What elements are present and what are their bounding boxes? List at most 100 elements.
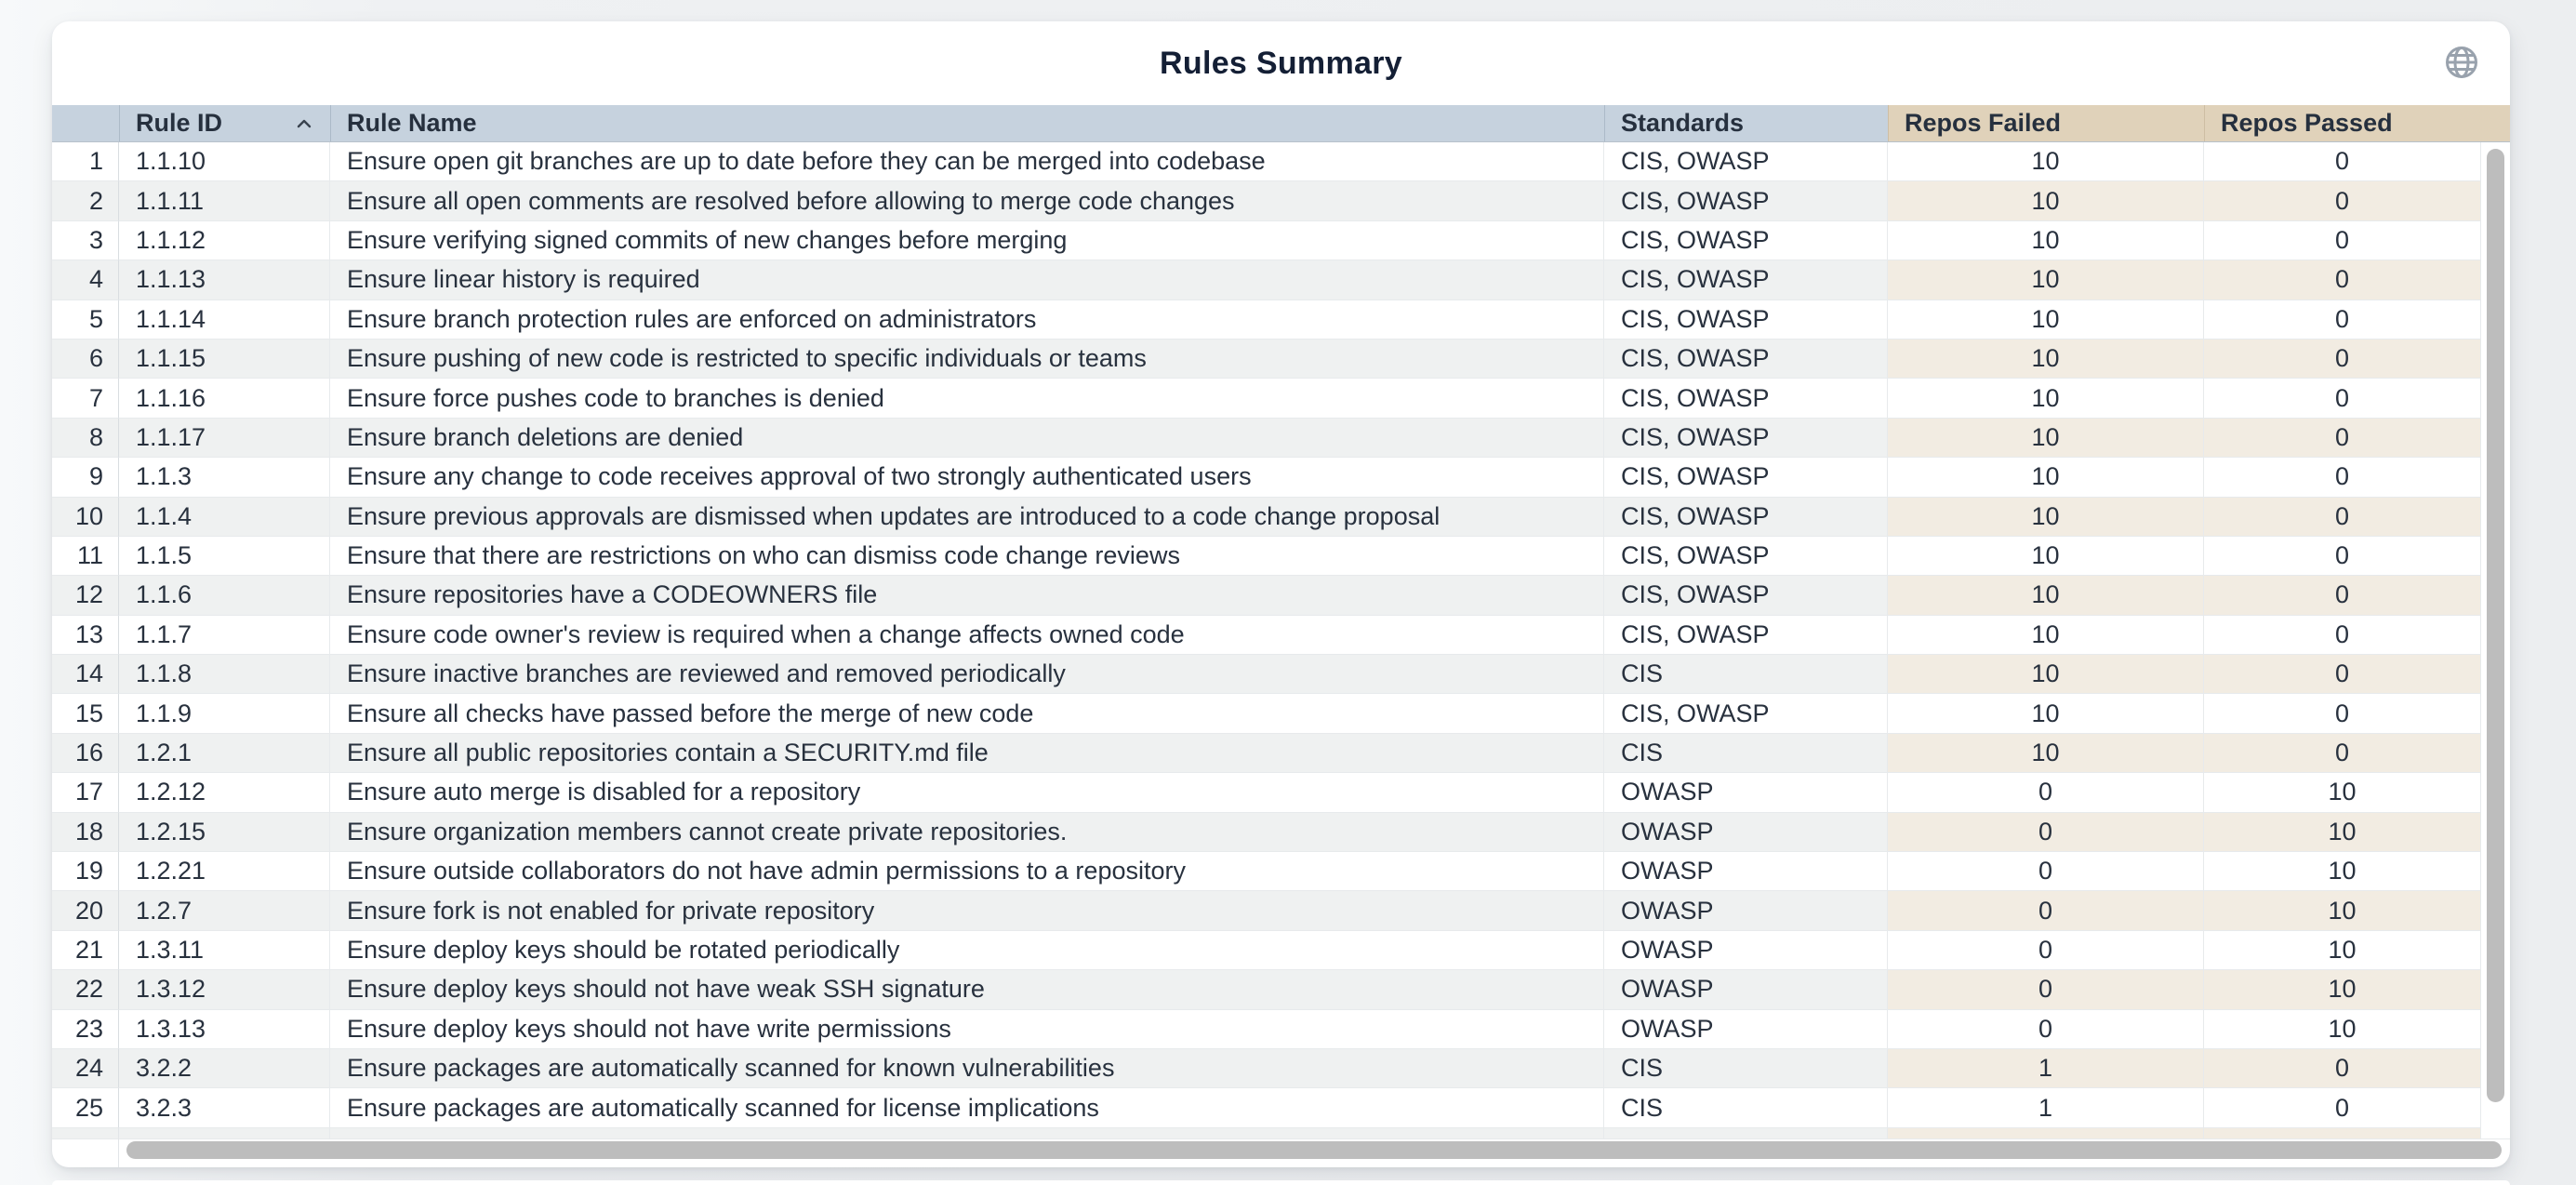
repos-failed-cell: 0 — [1888, 852, 2204, 892]
column-header-standards[interactable]: Standards — [1604, 105, 1888, 141]
rule-id-cell: 1.1.4 — [119, 497, 330, 537]
table-row[interactable]: 12 1.1.6 Ensure repositories have a CODEOW… — [52, 576, 2510, 616]
row-number-column-divider — [118, 1127, 119, 1167]
rules-summary-card: Rules Summary Rule ID — [52, 21, 2510, 1167]
table-row[interactable]: 20 1.2.7 Ensure fork is not enabled for pr… — [52, 891, 2510, 931]
partial-cell — [2204, 1127, 2481, 1139]
repos-passed-cell: 0 — [2204, 655, 2481, 695]
repos-passed-cell: 0 — [2204, 536, 2481, 577]
table-row[interactable]: 7 1.1.16 Ensure force pushes code to branc… — [52, 379, 2510, 419]
table-row[interactable]: 6 1.1.15 Ensure pushing of new code is res… — [52, 339, 2510, 379]
row-number-cell: 21 — [52, 930, 119, 971]
table-row[interactable]: 2 1.1.11 Ensure all open comments are reso… — [52, 181, 2510, 221]
table-row[interactable]: 5 1.1.14 Ensure branch protection rules ar… — [52, 300, 2510, 340]
column-header-label: Standards — [1621, 109, 1745, 137]
standards-cell: OWASP — [1604, 852, 1888, 892]
repos-passed-cell: 10 — [2204, 891, 2481, 931]
table-row[interactable]: 3 1.1.12 Ensure verifying signed commits o… — [52, 220, 2510, 261]
table-row[interactable]: 16 1.2.1 Ensure all public repositories co… — [52, 733, 2510, 774]
column-divider — [1604, 105, 1605, 141]
table-row[interactable]: 23 1.3.13 Ensure deploy keys should not ha… — [52, 1009, 2510, 1049]
standards-cell: CIS — [1604, 655, 1888, 695]
partial-cell — [1888, 1127, 2204, 1139]
rule-name-cell: Ensure open git branches are up to date … — [330, 142, 1604, 182]
rule-id-cell: 1.2.15 — [119, 812, 330, 853]
standards-cell: OWASP — [1604, 891, 1888, 931]
table-row[interactable]: 21 1.3.11 Ensure deploy keys should be rot… — [52, 930, 2510, 971]
repos-failed-cell: 10 — [1888, 733, 2204, 774]
rule-name-cell: Ensure that there are restrictions on wh… — [330, 536, 1604, 577]
row-number-cell: 24 — [52, 1048, 119, 1089]
row-number-cell: 16 — [52, 733, 119, 774]
standards-cell: CIS, OWASP — [1604, 339, 1888, 379]
repos-failed-cell: 0 — [1888, 1009, 2204, 1049]
rule-name-cell: Ensure branch deletions are denied — [330, 418, 1604, 459]
table-row[interactable]: 8 1.1.17 Ensure branch deletions are denie… — [52, 418, 2510, 459]
row-number-cell: 20 — [52, 891, 119, 931]
column-header-row-number — [52, 105, 119, 141]
column-header-rule-id[interactable]: Rule ID — [119, 105, 330, 141]
table-row[interactable]: 17 1.2.12 Ensure auto merge is disabled fo… — [52, 773, 2510, 813]
table-row[interactable]: 19 1.2.21 Ensure outside collaborators do … — [52, 852, 2510, 892]
globe-icon — [2444, 45, 2479, 80]
column-header-repos-passed[interactable]: Repos Passed — [2204, 105, 2510, 141]
column-header-repos-failed[interactable]: Repos Failed — [1888, 105, 2204, 141]
globe-button[interactable] — [2439, 40, 2484, 85]
standards-cell: OWASP — [1604, 812, 1888, 853]
repos-passed-cell: 10 — [2204, 773, 2481, 813]
table-row[interactable]: 10 1.1.4 Ensure previous approvals are dis… — [52, 497, 2510, 537]
rule-name-cell: Ensure verifying signed commits of new c… — [330, 220, 1604, 261]
row-number-cell: 7 — [52, 379, 119, 419]
table-row[interactable]: 4 1.1.13 Ensure linear history is required… — [52, 260, 2510, 300]
repos-failed-cell: 0 — [1888, 970, 2204, 1010]
repos-failed-cell: 10 — [1888, 260, 2204, 300]
standards-cell: CIS, OWASP — [1604, 694, 1888, 734]
column-divider — [1888, 105, 1889, 141]
repos-passed-cell: 10 — [2204, 930, 2481, 971]
rule-id-cell: 1.1.12 — [119, 220, 330, 261]
table-row[interactable]: 15 1.1.9 Ensure all checks have passed bef… — [52, 694, 2510, 734]
sort-ascending-icon — [297, 119, 312, 128]
repos-passed-cell: 0 — [2204, 497, 2481, 537]
rule-name-cell: Ensure all open comments are resolved be… — [330, 181, 1604, 221]
horizontal-scrollbar[interactable] — [126, 1141, 2502, 1159]
vertical-scrollbar[interactable] — [2487, 149, 2504, 1102]
table-row[interactable]: 14 1.1.8 Ensure inactive branches are revi… — [52, 655, 2510, 695]
repos-passed-cell: 0 — [2204, 418, 2481, 459]
table-row[interactable]: 11 1.1.5 Ensure that there are restriction… — [52, 536, 2510, 577]
repos-passed-cell: 0 — [2204, 260, 2481, 300]
table-row[interactable]: 25 3.2.3 Ensure packages are automatically… — [52, 1088, 2510, 1128]
repos-failed-cell: 10 — [1888, 655, 2204, 695]
repos-failed-cell: 10 — [1888, 418, 2204, 459]
column-divider — [119, 105, 120, 141]
standards-cell: CIS, OWASP — [1604, 497, 1888, 537]
row-number-cell: 14 — [52, 655, 119, 695]
repos-passed-cell: 0 — [2204, 1088, 2481, 1128]
repos-passed-cell: 0 — [2204, 458, 2481, 498]
rule-id-cell: 1.1.14 — [119, 300, 330, 340]
table-row[interactable]: 1 1.1.10 Ensure open git branches are up t… — [52, 142, 2510, 182]
rule-id-cell: 1.1.13 — [119, 260, 330, 300]
repos-failed-cell: 10 — [1888, 458, 2204, 498]
column-header-rule-name[interactable]: Rule Name — [330, 105, 1604, 141]
repos-passed-cell: 0 — [2204, 339, 2481, 379]
table-row[interactable]: 13 1.1.7 Ensure code owner's review is req… — [52, 615, 2510, 656]
repos-failed-cell: 10 — [1888, 379, 2204, 419]
table-row[interactable]: 18 1.2.15 Ensure organization members cann… — [52, 812, 2510, 853]
standards-cell: OWASP — [1604, 773, 1888, 813]
standards-cell: CIS — [1604, 1088, 1888, 1128]
column-header-label: Rule Name — [347, 109, 477, 137]
standards-cell: CIS — [1604, 1048, 1888, 1089]
rule-id-cell: 1.2.12 — [119, 773, 330, 813]
rule-name-cell: Ensure force pushes code to branches is … — [330, 379, 1604, 419]
table-row[interactable]: 22 1.3.12 Ensure deploy keys should not ha… — [52, 970, 2510, 1010]
rule-id-cell: 1.1.7 — [119, 615, 330, 656]
rule-id-cell: 3.2.2 — [119, 1048, 330, 1089]
table-row[interactable]: 9 1.1.3 Ensure any change to code receives… — [52, 458, 2510, 498]
repos-passed-cell: 0 — [2204, 733, 2481, 774]
repos-passed-cell: 0 — [2204, 220, 2481, 261]
table-row[interactable]: 24 3.2.2 Ensure packages are automatically… — [52, 1048, 2510, 1089]
row-number-cell: 1 — [52, 142, 119, 182]
repos-passed-cell: 0 — [2204, 142, 2481, 182]
